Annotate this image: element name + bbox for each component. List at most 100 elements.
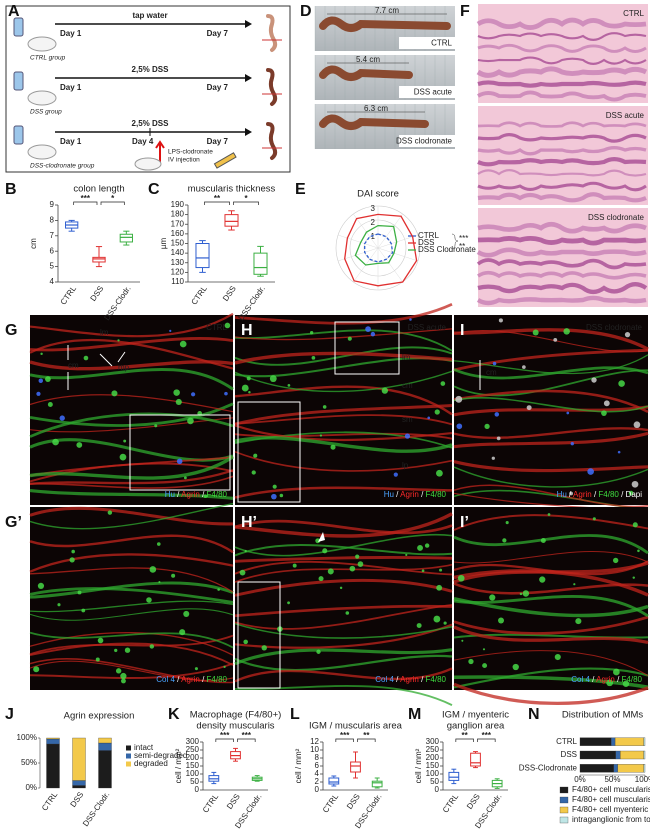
fiber — [453, 625, 649, 644]
spoke — [377, 213, 403, 249]
arrow-head — [245, 74, 252, 82]
separator: / — [567, 490, 573, 499]
panel-letter: J — [5, 706, 14, 723]
box — [350, 761, 361, 773]
y-tick-label: 200 — [426, 753, 440, 762]
day-label: Day 1 — [60, 83, 82, 92]
cell — [492, 361, 497, 366]
fiber — [234, 623, 453, 649]
colon-icon — [266, 122, 278, 160]
cell — [532, 329, 539, 336]
treatment: 2,5% DSS — [132, 65, 170, 74]
cell — [287, 384, 291, 387]
y-tick-label: 120 — [171, 267, 185, 276]
significance: *** — [242, 731, 252, 740]
tissue — [477, 56, 647, 65]
stain: F4/80 — [207, 490, 228, 499]
x-tick-label: CTRL — [201, 792, 221, 815]
chart-title: colon length — [73, 184, 124, 195]
cell — [603, 400, 610, 407]
fiber — [29, 412, 234, 438]
x-tick-label: CTRL — [40, 790, 60, 813]
fiber — [453, 682, 649, 705]
cell — [468, 658, 474, 665]
cell — [327, 568, 334, 575]
bar-segment — [643, 737, 646, 746]
fiber — [234, 385, 453, 416]
x-tick-label: 100% — [635, 775, 650, 784]
inset-frame — [334, 321, 400, 375]
x-tick-label: CTRL — [190, 284, 210, 307]
cell — [547, 513, 551, 516]
cell — [502, 538, 507, 543]
box — [224, 214, 239, 227]
cell — [457, 574, 465, 582]
cell — [272, 484, 277, 489]
fiber — [453, 667, 649, 689]
stain: Hu — [557, 490, 567, 499]
cell — [522, 590, 530, 597]
x-tick-label: CTRL — [441, 792, 461, 815]
chart-title: Macrophage (F4/80+) — [190, 710, 282, 721]
stain: Hu — [165, 490, 175, 499]
cell — [526, 405, 532, 411]
significance-bracket — [100, 201, 125, 205]
annotation: sm — [402, 415, 413, 424]
cell — [179, 340, 187, 348]
cell — [365, 326, 371, 333]
x-tick-label: DSS — [69, 790, 86, 809]
significance-bracket — [335, 738, 354, 742]
cell — [443, 621, 447, 625]
tissue — [477, 169, 647, 177]
cell — [158, 581, 161, 584]
legend-swatch — [559, 816, 569, 824]
tissue — [477, 270, 647, 280]
bar-segment — [579, 737, 612, 746]
chart-title: IGM / muscularis area — [309, 721, 403, 732]
fiber — [453, 560, 649, 576]
cell — [124, 647, 131, 653]
separator: / — [394, 675, 400, 684]
cell — [194, 667, 198, 671]
annotation: cm — [68, 361, 79, 370]
cell — [37, 582, 45, 589]
fiber — [234, 436, 453, 453]
cell — [482, 648, 486, 651]
fiber — [29, 634, 234, 656]
y-tick-label: 100 — [186, 769, 200, 778]
inset — [129, 414, 231, 491]
cell — [52, 438, 59, 446]
y-axis-label: cm — [29, 238, 38, 249]
cell — [405, 553, 408, 557]
significance: ** — [459, 242, 465, 251]
cell — [540, 537, 546, 543]
stain-legend: Hu / Agrin / F4/80 — [384, 490, 447, 499]
cell — [563, 328, 570, 335]
label-box — [399, 37, 455, 49]
fiber — [453, 354, 649, 375]
separator: / — [200, 490, 207, 499]
cell — [59, 415, 65, 421]
legend-label: CTRL — [418, 231, 439, 240]
cell — [618, 380, 625, 387]
stain: F4/80 — [426, 490, 447, 499]
box — [470, 752, 481, 767]
colon-icon — [266, 68, 278, 106]
inset — [237, 401, 301, 503]
fiber — [234, 654, 453, 672]
cell — [318, 576, 324, 582]
fiber — [453, 582, 649, 595]
fiber — [453, 534, 649, 555]
significance: *** — [220, 731, 230, 740]
stain: F4/80 — [207, 675, 228, 684]
cell — [191, 392, 196, 397]
significance: ** — [363, 731, 370, 740]
length-label: 6.3 cm — [364, 104, 388, 113]
cell — [123, 439, 127, 443]
panel-letter: H’ — [241, 514, 257, 531]
significance-bracket — [237, 738, 256, 742]
cell — [179, 629, 186, 636]
cell — [512, 663, 519, 671]
cell — [587, 468, 594, 475]
stain: Col 4 — [375, 675, 394, 684]
